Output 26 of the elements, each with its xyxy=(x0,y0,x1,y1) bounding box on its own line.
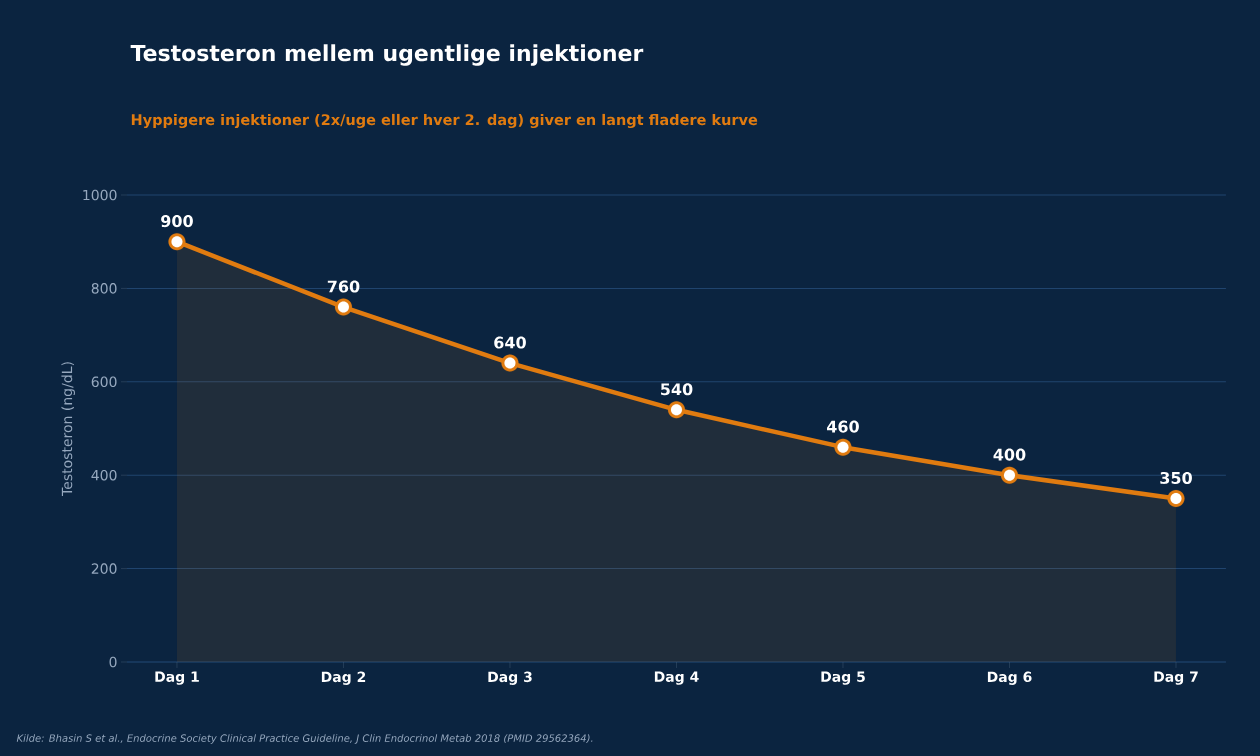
text: Kilde: Bhasin S et al., Endocrine Society Clinical Practice Guideline, J Clin Endocrinol Metab 2018 (PMID 29562364). xyxy=(16,734,593,744)
data-label: 760 xyxy=(327,280,360,293)
x-tick-label: Dag 7 xyxy=(1154,671,1198,685)
y-axis-title: Testosteron (ng/dL) xyxy=(61,362,75,497)
point xyxy=(334,298,353,316)
data-label: 350 xyxy=(1160,471,1192,485)
y-tick-label: 400 xyxy=(91,469,117,481)
point xyxy=(1167,489,1185,508)
y-tick-label: 0 xyxy=(109,656,117,668)
data-label: 540 xyxy=(661,383,693,396)
data-label: 460 xyxy=(827,420,859,433)
data-label: 900 xyxy=(161,215,193,228)
x-tick-label: Dag 4 xyxy=(654,671,699,685)
y-tick-label: 600 xyxy=(91,376,117,388)
data-label: 400 xyxy=(993,448,1026,461)
x-tick-label: Dag 1 xyxy=(155,671,199,685)
chart-title: Testosteron mellem ugentlige injektioner xyxy=(130,44,644,66)
data-label: 640 xyxy=(494,336,526,349)
y-tick-label: 200 xyxy=(91,563,117,574)
x-tick-label: Dag 5 xyxy=(821,671,865,685)
x-tick-label: Dag 3 xyxy=(488,671,532,685)
chart-subtitle: Hyppigere injektioner (2x/uge eller hver 2. dag) giver en langt fladere kurve xyxy=(131,113,758,129)
x-tick-label: Dag 2 xyxy=(321,671,366,685)
y-tick-label: 1000 xyxy=(83,189,117,201)
y-tick-label: 800 xyxy=(91,283,117,294)
x-tick-label: Dag 6 xyxy=(987,671,1032,685)
